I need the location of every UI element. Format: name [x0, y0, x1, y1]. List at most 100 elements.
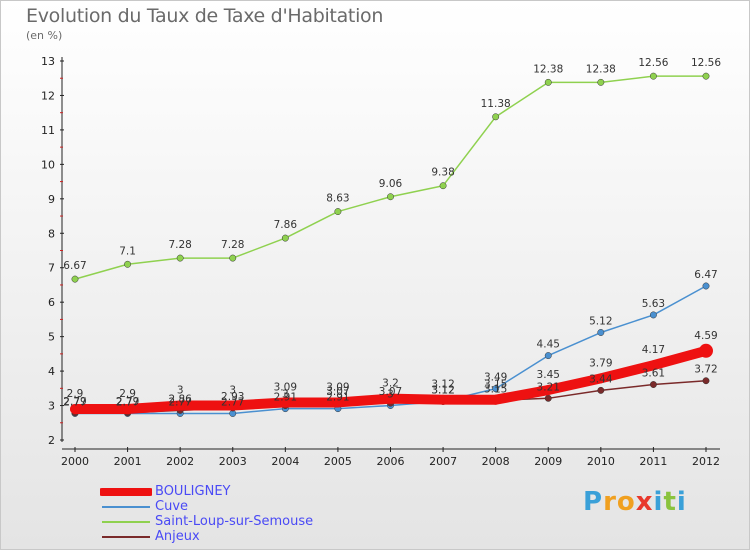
- data-label: 2.77: [221, 396, 244, 408]
- data-label: 3.45: [537, 369, 560, 381]
- data-label: 5.12: [589, 316, 612, 328]
- data-point: [648, 360, 659, 371]
- data-point: [649, 381, 657, 388]
- data-point: [176, 254, 184, 262]
- data-label: 5.63: [642, 298, 665, 310]
- data-point: [385, 393, 396, 404]
- data-label: 3.49: [484, 372, 507, 384]
- data-point: [699, 343, 713, 358]
- data-label: 3: [177, 385, 184, 397]
- data-point: [438, 394, 449, 405]
- data-label: 3.07: [379, 386, 402, 398]
- x-tick-label: 2006: [377, 455, 405, 468]
- data-label: 2.91: [326, 392, 349, 404]
- data-point: [492, 385, 500, 393]
- y-tick-label: 10: [41, 158, 55, 171]
- data-point: [649, 72, 657, 80]
- y-tick-label: 4: [48, 365, 55, 378]
- data-label: 12.38: [586, 63, 616, 75]
- x-tick-label: 2004: [271, 455, 299, 468]
- x-tick-label: 2007: [429, 455, 457, 468]
- legend-item-bouligney: BOULIGNEY: [100, 484, 313, 499]
- data-point: [387, 193, 394, 201]
- data-label: 3: [387, 389, 394, 401]
- data-label: 3.12: [431, 384, 454, 396]
- legend-item-anjeux: Anjeux: [100, 529, 313, 544]
- data-label: 7.86: [274, 219, 298, 231]
- y-tick-label: 12: [41, 89, 55, 102]
- legend-label-anjeux: Anjeux: [155, 529, 200, 544]
- logo-letter: r: [603, 487, 617, 517]
- chart-legend: BOULIGNEY Cuve Saint-Loup-sur-Semouse An…: [100, 484, 313, 544]
- data-label: 2.91: [274, 392, 297, 404]
- y-tick-label: 8: [48, 227, 55, 240]
- data-point: [702, 282, 710, 290]
- data-point: [702, 377, 710, 385]
- data-point: [71, 275, 79, 283]
- y-tick-label: 3: [48, 400, 55, 413]
- data-label: 2.9: [67, 388, 84, 400]
- data-point: [334, 208, 342, 216]
- data-point: [543, 385, 554, 396]
- legend-item-saint-loup: Saint-Loup-sur-Semouse: [100, 514, 313, 529]
- legend-swatch-cuve: [102, 505, 150, 508]
- data-label: 3.44: [589, 373, 613, 385]
- y-tick-label: 6: [48, 296, 55, 309]
- data-label: 7.28: [168, 239, 191, 251]
- x-tick-label: 2012: [692, 455, 720, 468]
- data-point: [70, 403, 80, 414]
- x-tick-label: 2009: [534, 455, 562, 468]
- proxiti-logo: Proxiti: [583, 487, 687, 517]
- legend-label-saint-loup: Saint-Loup-sur-Semouse: [155, 514, 314, 529]
- data-label: 6.67: [63, 260, 86, 272]
- data-point: [702, 72, 710, 80]
- legend-swatch-anjeux: [102, 535, 150, 538]
- x-tick-label: 2005: [324, 455, 352, 468]
- y-tick-label: 13: [41, 55, 55, 68]
- logo-letter: i: [653, 487, 664, 517]
- data-label: 2.93: [221, 391, 244, 403]
- legend-item-cuve: Cuve: [100, 499, 313, 514]
- logo-letter: i: [676, 487, 687, 517]
- x-tick-label: 2010: [587, 455, 615, 468]
- legend-swatch-bouligney: [100, 487, 152, 496]
- legend-label-cuve: Cuve: [155, 499, 189, 514]
- data-label: 3: [229, 385, 236, 397]
- x-tick-label: 2008: [482, 455, 510, 468]
- data-label: 3.61: [642, 368, 665, 380]
- data-label: 9.38: [431, 167, 454, 179]
- data-label: 8.63: [326, 193, 349, 205]
- data-label: 12.56: [691, 57, 721, 69]
- y-tick-label: 7: [48, 262, 55, 275]
- data-label: 3.09: [326, 381, 349, 393]
- data-label: 2.77: [168, 396, 191, 408]
- data-label: 3.2: [382, 378, 399, 390]
- data-point: [492, 113, 500, 121]
- logo-letter: t: [663, 487, 677, 517]
- legend-label-bouligney: BOULIGNEY: [155, 484, 231, 499]
- data-label: 3: [282, 389, 289, 401]
- data-point: [544, 78, 552, 86]
- legend-swatch-saint-loup: [102, 520, 150, 523]
- data-label: 4.45: [537, 339, 560, 351]
- x-tick-label: 2003: [219, 455, 247, 468]
- data-label: 2.86: [168, 393, 192, 405]
- data-label: 12.38: [533, 63, 563, 75]
- data-label: 7.28: [221, 239, 244, 251]
- data-point: [597, 78, 605, 86]
- data-point: [122, 403, 133, 414]
- data-label: 3.15: [484, 383, 507, 395]
- data-point: [649, 311, 657, 319]
- data-label: 11.38: [481, 98, 511, 110]
- y-tick-label: 5: [48, 331, 55, 344]
- data-label: 3.72: [694, 364, 717, 376]
- data-point: [280, 397, 291, 408]
- data-label: 2.79: [116, 396, 139, 408]
- data-point: [332, 397, 343, 408]
- data-label: 3.15: [484, 379, 507, 391]
- data-label: 3.09: [274, 381, 297, 393]
- data-label: 3.07: [326, 386, 349, 398]
- y-tick-label: 9: [48, 193, 55, 206]
